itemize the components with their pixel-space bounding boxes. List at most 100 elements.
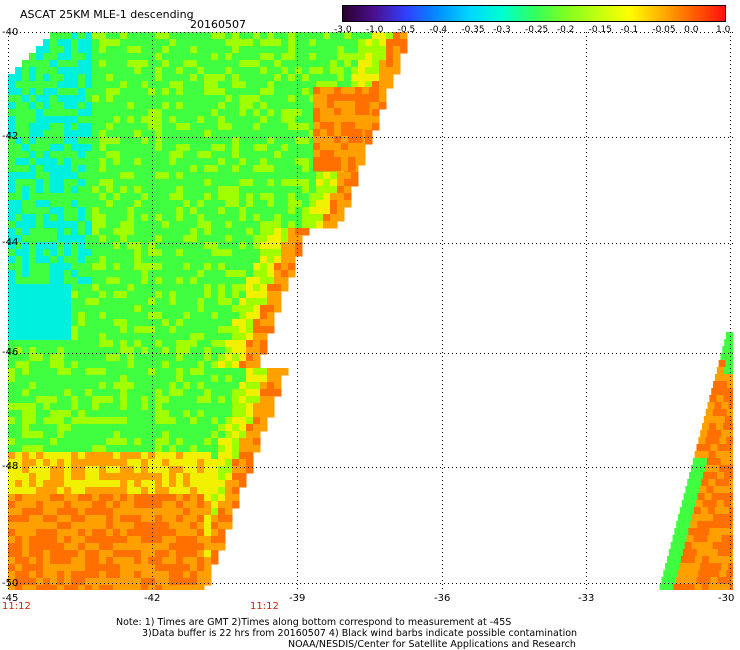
swath-cell (288, 109, 296, 117)
swath-cell (36, 494, 44, 502)
swath-cell (148, 417, 156, 425)
swath-cell (253, 172, 261, 180)
swath-cell (232, 284, 240, 292)
swath-cell (99, 291, 107, 299)
swath-cell (369, 94, 377, 102)
swath-cell (712, 570, 720, 578)
swath-cell (183, 263, 191, 271)
swath-cell (218, 186, 226, 194)
swath-cell (260, 39, 268, 47)
swath-cell (253, 46, 261, 54)
swath-cell (260, 375, 268, 383)
swath-cell (372, 39, 380, 47)
swath-cell (176, 249, 184, 257)
swath-cell (211, 340, 219, 348)
swath-cell (731, 549, 733, 557)
swath-cell (85, 494, 93, 502)
swath-cell (78, 249, 86, 257)
swath-cell (190, 256, 198, 264)
swath-cell (225, 165, 233, 173)
swath-cell (260, 144, 268, 152)
swath-cell (22, 158, 30, 166)
swath-cell (99, 298, 107, 306)
swath-cell (281, 102, 289, 110)
swath-cell (92, 179, 100, 187)
swath-cell (267, 249, 275, 257)
swath-cell (85, 207, 93, 215)
swath-cell (78, 543, 86, 551)
swath-cell (162, 130, 170, 138)
swath-cell (183, 347, 191, 355)
swath-cell (267, 214, 275, 222)
swath-cell (141, 424, 149, 432)
swath-cell (106, 459, 114, 467)
swath-cell (155, 249, 163, 257)
swath-cell (183, 277, 191, 285)
swath-cell (64, 424, 72, 432)
swath-cell (162, 347, 170, 355)
swath-cell (43, 431, 51, 439)
swath-cell (684, 542, 693, 550)
swath-cell (246, 130, 254, 138)
swath-cell (15, 116, 23, 124)
swath-cell (679, 563, 687, 571)
swath-cell (348, 129, 356, 137)
swath-cell (218, 137, 226, 145)
swath-cell (313, 101, 321, 109)
swath-cell (92, 557, 100, 565)
swath-cell (106, 88, 114, 96)
swath-cell (120, 354, 128, 362)
swath-cell (120, 214, 128, 222)
swath-cell (246, 172, 254, 180)
swath-cell (169, 382, 177, 390)
swath-cell (64, 312, 72, 320)
swath-cell (36, 228, 44, 236)
swath-cell (106, 200, 114, 208)
swath-cell (288, 270, 296, 278)
swath-cell (309, 95, 317, 103)
swath-cell (678, 514, 686, 522)
swath-cell (355, 129, 363, 137)
swath-cell (334, 129, 342, 137)
swath-cell (155, 53, 163, 61)
note-line-3: NOAA/NESDIS/Center for Satellite Applica… (288, 639, 576, 650)
swath-cell (190, 361, 198, 369)
swath-cell (127, 466, 135, 474)
swath-cell (113, 347, 121, 355)
swath-cell (78, 424, 86, 432)
swath-cell (22, 536, 30, 544)
swath-cell (728, 402, 733, 410)
swath-cell (197, 137, 205, 145)
swath-cell (183, 102, 191, 110)
swath-cell (176, 305, 184, 313)
swath-cell (267, 291, 275, 299)
swath-cell (225, 333, 233, 341)
swath-cell (183, 95, 191, 103)
swath-cell (204, 396, 212, 404)
swath-cell (197, 305, 205, 313)
swath-cell (155, 277, 163, 285)
swath-cell (148, 116, 156, 124)
swath-cell (162, 39, 170, 47)
swath-cell (57, 242, 65, 250)
swath-cell (323, 32, 331, 40)
swath-cell (113, 466, 121, 474)
swath-cell (691, 570, 699, 578)
swath-cell (43, 564, 51, 572)
swath-cell (232, 452, 240, 460)
swath-cell (169, 487, 177, 495)
swath-cell (274, 270, 282, 278)
note-line-2: 3)Data buffer is 22 hrs from 20160507 4)… (142, 628, 578, 639)
swath-cell (190, 396, 198, 404)
swath-cell (169, 459, 177, 467)
swath-cell (57, 557, 65, 565)
swath-cell (43, 270, 51, 278)
swath-cell (141, 109, 149, 117)
swath-cell (15, 214, 23, 222)
swath-cell (197, 235, 205, 243)
swath-cell (127, 312, 135, 320)
swath-cell (355, 136, 363, 144)
swath-cell (204, 382, 212, 390)
swath-cell (204, 46, 212, 54)
swath-cell (683, 493, 692, 501)
